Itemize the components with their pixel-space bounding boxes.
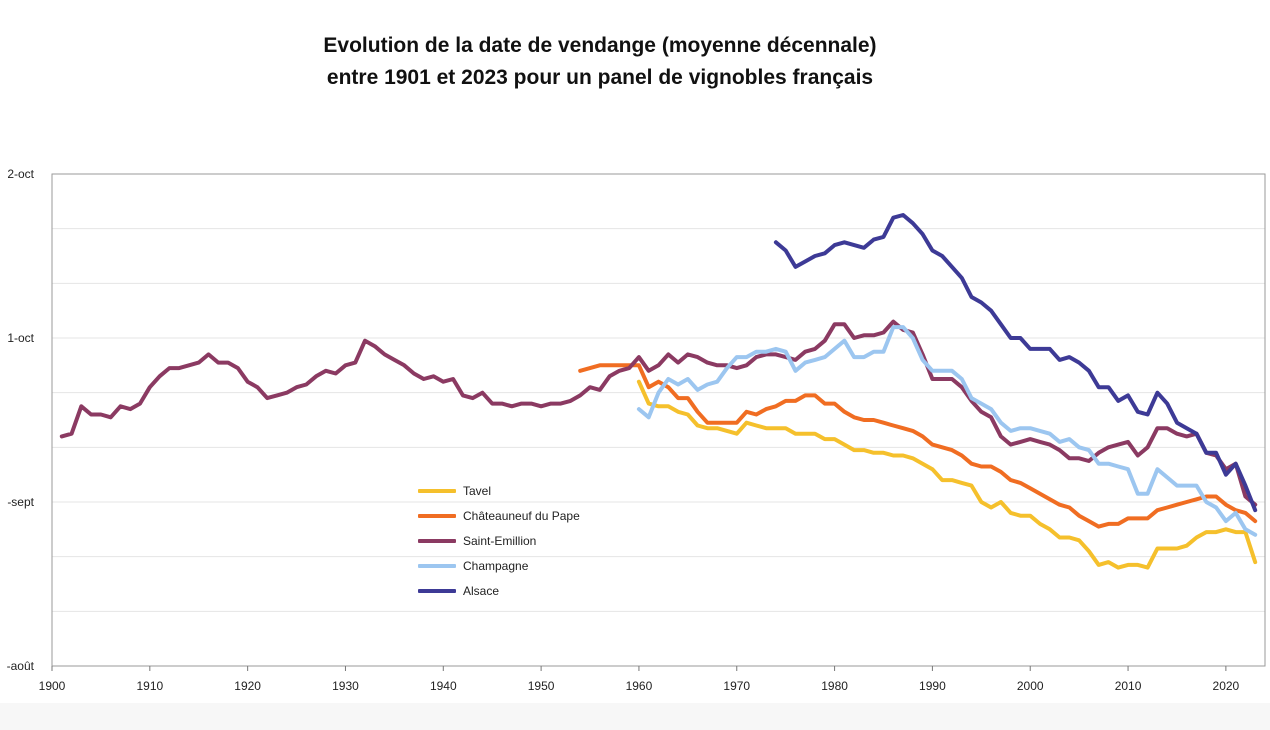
x-tick-label: 1990 bbox=[919, 679, 946, 693]
x-tick-label: 1900 bbox=[39, 679, 66, 693]
y-tick-label: -août bbox=[7, 659, 35, 673]
series-line-alsace bbox=[773, 213, 1258, 513]
series-line-chateauneuf-du-pape bbox=[578, 363, 1258, 529]
legend-swatch bbox=[418, 538, 456, 543]
x-tick-label: 1910 bbox=[136, 679, 163, 693]
y-tick-label: -sept bbox=[7, 495, 34, 509]
y-axis: 2-oct 1-oct -sept -août bbox=[7, 167, 35, 673]
series-line-tavel bbox=[636, 379, 1258, 570]
x-tick-label: 1940 bbox=[430, 679, 457, 693]
plot-area bbox=[51, 173, 1266, 667]
x-tick-label: 1960 bbox=[626, 679, 653, 693]
legend-swatch bbox=[418, 588, 456, 593]
x-tick-label: 1920 bbox=[234, 679, 261, 693]
x-tick-label: 1980 bbox=[821, 679, 848, 693]
legend-item-chateauneuf-du-pape: Châteauneuf du Pape bbox=[418, 503, 580, 528]
legend-swatch bbox=[418, 563, 456, 568]
chart-title-line-1: Evolution de la date de vendange (moyenn… bbox=[323, 34, 877, 57]
chart-title: Evolution de la date de vendange (moyenn… bbox=[0, 30, 1200, 94]
series-line-saint-emillion bbox=[59, 319, 1258, 507]
x-tick-label: 2000 bbox=[1017, 679, 1044, 693]
legend-item-tavel: Tavel bbox=[418, 478, 580, 503]
y-tick-label: 1-oct bbox=[7, 331, 34, 345]
legend-swatch bbox=[418, 513, 456, 518]
x-tick-label: 2010 bbox=[1115, 679, 1142, 693]
x-tick-label: 2020 bbox=[1213, 679, 1240, 693]
legend-swatch bbox=[418, 488, 456, 493]
legend-label: Alsace bbox=[463, 583, 500, 598]
grid-lines bbox=[52, 228, 1265, 612]
legend-label: Champagne bbox=[463, 558, 529, 573]
legend: Tavel Châteauneuf du Pape Saint-Emillion Ch… bbox=[418, 478, 580, 603]
series-line-champagne bbox=[636, 325, 1258, 537]
x-tick-label: 1930 bbox=[332, 679, 359, 693]
legend-item-alsace: Alsace bbox=[418, 578, 580, 603]
y-tick-label: 2-oct bbox=[7, 167, 34, 181]
legend-label: Saint-Emillion bbox=[463, 533, 537, 548]
chart-title-line-2: entre 1901 et 2023 pour un panel de vign… bbox=[326, 66, 874, 89]
legend-item-saint-emillion: Saint-Emillion bbox=[418, 528, 580, 553]
legend-item-champagne: Champagne bbox=[418, 553, 580, 578]
x-tick-label: 1950 bbox=[528, 679, 555, 693]
x-axis: 1900 1910 1920 1930 1940 1950 1960 1970 1980 1990… bbox=[39, 666, 1240, 693]
legend-label: Châteauneuf du Pape bbox=[463, 508, 580, 523]
x-tick-label: 1970 bbox=[723, 679, 750, 693]
bottom-band bbox=[0, 703, 1270, 730]
series-layer bbox=[59, 213, 1258, 570]
legend-label: Tavel bbox=[463, 483, 492, 498]
